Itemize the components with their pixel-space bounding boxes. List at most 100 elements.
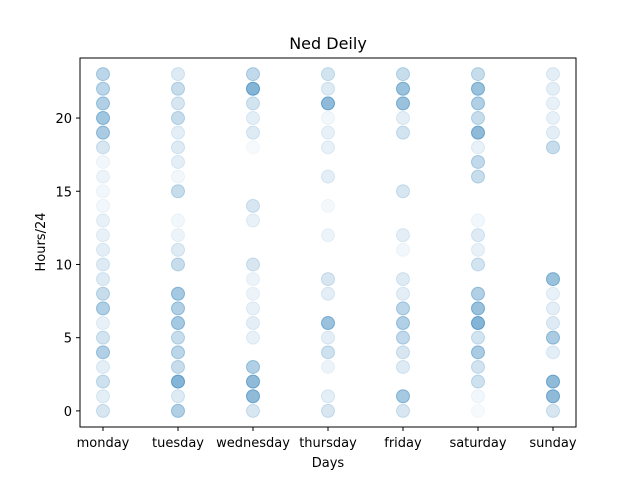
data-point-thursday-0 (321, 403, 335, 418)
data-point-thursday-22 (321, 81, 335, 96)
data-point-friday-12 (396, 228, 410, 243)
data-point-tuesday-12 (171, 228, 185, 243)
data-point-tuesday-10 (171, 257, 185, 272)
data-point-tuesday-17 (171, 154, 185, 169)
data-point-friday-20 (396, 111, 410, 126)
x-tick-label-sunday: sunday (529, 436, 576, 451)
data-point-friday-21 (396, 96, 410, 111)
data-point-friday-4 (396, 345, 410, 360)
data-point-thursday-23 (321, 67, 335, 82)
data-point-friday-5 (396, 330, 410, 345)
data-point-friday-8 (396, 286, 410, 301)
data-point-sunday-4 (546, 345, 560, 360)
data-point-monday-1 (96, 389, 110, 404)
data-point-thursday-14 (321, 198, 335, 213)
data-point-tuesday-0 (171, 403, 185, 418)
data-point-thursday-20 (321, 111, 335, 126)
data-point-sunday-21 (546, 96, 560, 111)
data-point-friday-6 (396, 316, 410, 331)
data-point-wednesday-18 (246, 140, 260, 155)
data-point-tuesday-6 (171, 316, 185, 331)
data-point-wednesday-19 (246, 125, 260, 140)
data-point-monday-16 (96, 169, 110, 184)
data-point-monday-17 (96, 154, 110, 169)
data-point-saturday-19 (471, 125, 485, 140)
data-point-friday-7 (396, 301, 410, 316)
data-point-thursday-21 (321, 96, 335, 111)
data-point-monday-14 (96, 198, 110, 213)
data-point-sunday-9 (546, 272, 560, 287)
data-point-sunday-2 (546, 374, 560, 389)
data-point-tuesday-5 (171, 330, 185, 345)
data-point-saturday-20 (471, 111, 485, 126)
data-point-saturday-18 (471, 140, 485, 155)
x-tick-label-tuesday: tuesday (152, 436, 204, 451)
x-tick-label-thursday: thursday (299, 436, 357, 451)
data-point-saturday-10 (471, 257, 485, 272)
data-point-thursday-1 (321, 389, 335, 404)
data-point-monday-4 (96, 345, 110, 360)
data-point-friday-3 (396, 359, 410, 374)
data-point-sunday-5 (546, 330, 560, 345)
y-axis-ticks: 0 5 10 15 20 (55, 112, 80, 420)
data-point-saturday-12 (471, 228, 485, 243)
data-point-tuesday-16 (171, 169, 185, 184)
data-point-wednesday-1 (246, 389, 260, 404)
data-point-thursday-16 (321, 169, 335, 184)
data-point-saturday-6 (471, 316, 485, 331)
data-point-thursday-4 (321, 345, 335, 360)
y-axis-label: Hours/24 (34, 212, 49, 271)
data-point-saturday-23 (471, 67, 485, 82)
x-tick-label-saturday: saturday (449, 436, 506, 451)
data-point-friday-15 (396, 184, 410, 199)
data-point-monday-8 (96, 286, 110, 301)
data-point-wednesday-22 (246, 81, 260, 96)
data-point-wednesday-10 (246, 257, 260, 272)
data-point-tuesday-13 (171, 213, 185, 228)
data-point-tuesday-7 (171, 301, 185, 316)
data-point-thursday-6 (321, 316, 335, 331)
data-point-friday-19 (396, 125, 410, 140)
data-point-monday-22 (96, 81, 110, 96)
data-point-thursday-12 (321, 228, 335, 243)
data-point-monday-11 (96, 242, 110, 257)
data-point-monday-5 (96, 330, 110, 345)
data-point-monday-10 (96, 257, 110, 272)
chart-title: Ned Deily (289, 34, 367, 53)
y-tick-label-20: 20 (55, 112, 72, 127)
points-layer (96, 67, 560, 418)
data-point-thursday-19 (321, 125, 335, 140)
data-point-wednesday-2 (246, 374, 260, 389)
data-point-saturday-2 (471, 374, 485, 389)
data-point-monday-18 (96, 140, 110, 155)
data-point-friday-22 (396, 81, 410, 96)
data-point-saturday-4 (471, 345, 485, 360)
data-point-monday-20 (96, 111, 110, 126)
data-point-saturday-11 (471, 242, 485, 257)
data-point-tuesday-22 (171, 81, 185, 96)
data-point-wednesday-7 (246, 301, 260, 316)
data-point-monday-0 (96, 403, 110, 418)
data-point-wednesday-6 (246, 316, 260, 331)
data-point-tuesday-19 (171, 125, 185, 140)
x-tick-label-friday: friday (384, 436, 422, 451)
data-point-thursday-3 (321, 359, 335, 374)
data-point-saturday-7 (471, 301, 485, 316)
data-point-tuesday-1 (171, 389, 185, 404)
x-axis-ticks: monday tuesday wednesday thursday friday satu… (77, 427, 577, 451)
x-axis-label: Days (312, 456, 345, 471)
data-point-saturday-13 (471, 213, 485, 228)
data-point-monday-3 (96, 359, 110, 374)
y-tick-label-10: 10 (55, 258, 72, 273)
data-point-monday-12 (96, 228, 110, 243)
x-tick-label-monday: monday (77, 436, 130, 451)
data-point-monday-15 (96, 184, 110, 199)
data-point-tuesday-11 (171, 242, 185, 257)
data-point-wednesday-8 (246, 286, 260, 301)
data-point-tuesday-18 (171, 140, 185, 155)
data-point-friday-23 (396, 67, 410, 82)
x-tick-label-wednesday: wednesday (216, 436, 290, 451)
y-tick-label-5: 5 (64, 332, 72, 347)
data-point-friday-1 (396, 389, 410, 404)
